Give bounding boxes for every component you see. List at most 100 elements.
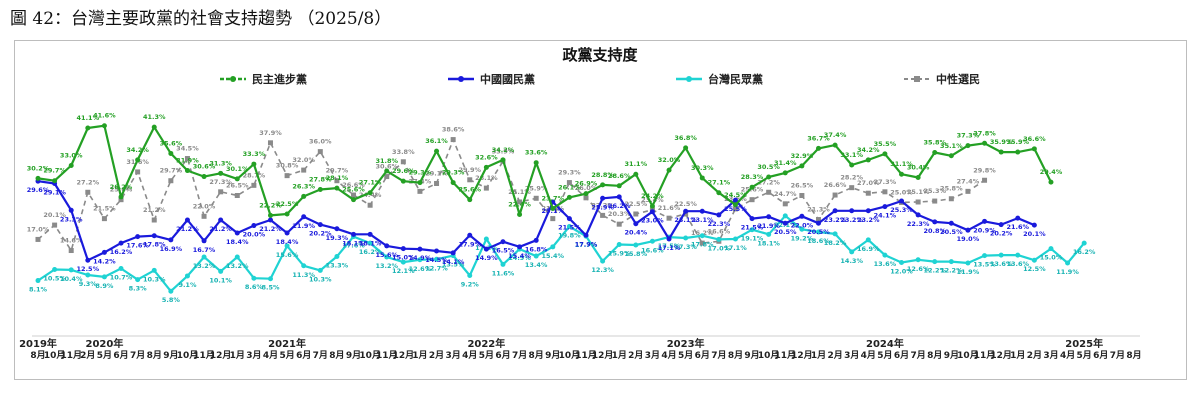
- data-label: 35.1%: [940, 142, 963, 150]
- data-point: [68, 248, 74, 254]
- data-point: [915, 199, 921, 205]
- legend-item-kmt: 中國國民黨: [448, 70, 535, 88]
- data-point: [649, 203, 655, 209]
- data-label: 27.4%: [957, 177, 980, 185]
- data-label: 32.0%: [292, 156, 315, 164]
- data-point: [334, 226, 340, 232]
- data-point: [683, 235, 689, 241]
- data-label: 22.5%: [276, 200, 299, 208]
- x-tick-label: 2月: [429, 350, 444, 361]
- data-label: 8.9%: [95, 282, 114, 290]
- data-label: 14.9%: [475, 254, 498, 262]
- data-label: 28.2%: [840, 174, 863, 182]
- data-point: [267, 276, 273, 282]
- data-label: 22.5%: [674, 200, 697, 208]
- data-label: 30.3%: [691, 164, 714, 172]
- data-point: [517, 244, 523, 250]
- x-tick-label: 7月: [910, 350, 925, 361]
- data-point: [716, 236, 722, 242]
- x-tick-label: 10月: [44, 350, 66, 361]
- legend-label-dpp: 民主進步黨: [252, 73, 307, 86]
- data-label: 31.1%: [625, 160, 648, 168]
- data-label: 29.7%: [43, 167, 66, 175]
- data-point: [400, 178, 406, 184]
- data-label: 20.5%: [807, 228, 830, 236]
- data-point: [517, 211, 523, 217]
- data-point: [915, 212, 921, 218]
- data-point: [500, 261, 506, 267]
- data-point: [267, 140, 273, 146]
- x-year-label: 2020年: [86, 337, 124, 350]
- data-label: 34.2%: [857, 146, 880, 154]
- data-point: [434, 180, 440, 186]
- data-label: 14.1%: [442, 258, 465, 266]
- data-point: [550, 244, 556, 250]
- data-label: 12.7%: [425, 264, 448, 272]
- data-point: [533, 160, 539, 166]
- data-label: 25.3%: [923, 187, 946, 195]
- data-point: [1015, 215, 1021, 221]
- data-label: 16.2%: [110, 248, 133, 256]
- data-label: 21.2%: [143, 206, 166, 214]
- data-label: 9.1%: [178, 281, 197, 289]
- data-label: 26.1%: [558, 183, 581, 191]
- data-point: [301, 263, 307, 269]
- data-label: 25.1%: [508, 188, 531, 196]
- x-tick-label: 9月: [163, 350, 178, 361]
- data-label: 10.3%: [309, 275, 332, 283]
- x-tick-label: 10月: [177, 350, 199, 361]
- data-point: [732, 197, 738, 203]
- data-point: [417, 188, 423, 194]
- data-point: [799, 163, 805, 169]
- data-point: [699, 233, 705, 239]
- data-point: [1031, 257, 1037, 263]
- data-label: 14.3%: [840, 257, 863, 265]
- data-label: 16.2%: [1073, 248, 1096, 256]
- data-label: 16.9%: [160, 245, 183, 253]
- data-point: [766, 189, 772, 195]
- data-label: 20.0%: [243, 231, 266, 239]
- data-label: 10.3%: [143, 275, 166, 283]
- data-label: 17.0%: [708, 244, 731, 252]
- x-tick-label: 9月: [744, 350, 759, 361]
- data-point: [915, 257, 921, 263]
- data-point: [550, 216, 556, 222]
- data-point: [85, 189, 91, 195]
- data-point: [566, 194, 572, 200]
- data-label: 19.3%: [326, 234, 349, 242]
- data-point: [68, 207, 74, 213]
- data-label: 21.2%: [209, 225, 232, 233]
- data-label: 28.1%: [475, 174, 498, 182]
- data-label: 8.3%: [129, 285, 148, 293]
- data-label: 12.2%: [923, 267, 946, 275]
- data-point: [633, 221, 639, 227]
- data-label: 10.1%: [209, 276, 232, 284]
- data-label: 12.0%: [890, 268, 913, 276]
- data-label: 23.3%: [60, 215, 83, 223]
- data-point: [317, 267, 323, 273]
- data-label: 23.7%: [542, 194, 565, 202]
- x-tick-label: 6月: [296, 350, 311, 361]
- data-point: [317, 222, 323, 228]
- x-tick-label: 1月: [811, 350, 826, 361]
- data-point: [68, 267, 74, 273]
- data-label: 20.1%: [43, 211, 66, 219]
- data-label: 15.6%: [375, 251, 398, 259]
- x-tick-label: 3月: [1043, 350, 1058, 361]
- data-label: 29.9%: [458, 166, 481, 174]
- data-label: 21.5%: [741, 224, 764, 232]
- data-label: 30.6%: [193, 163, 216, 171]
- data-point: [301, 167, 307, 173]
- data-label: 30.5%: [757, 163, 780, 171]
- data-label: 15.6%: [276, 251, 299, 259]
- data-label: 12.1%: [392, 267, 415, 275]
- data-label: 21.3%: [807, 206, 830, 214]
- data-point: [367, 202, 373, 208]
- data-point: [251, 275, 257, 281]
- data-label: 27.2%: [757, 178, 780, 186]
- data-point: [85, 257, 91, 263]
- data-label: 20.2%: [990, 230, 1013, 238]
- data-point: [782, 213, 788, 219]
- data-point: [184, 273, 190, 279]
- data-label: 26.2%: [608, 202, 631, 210]
